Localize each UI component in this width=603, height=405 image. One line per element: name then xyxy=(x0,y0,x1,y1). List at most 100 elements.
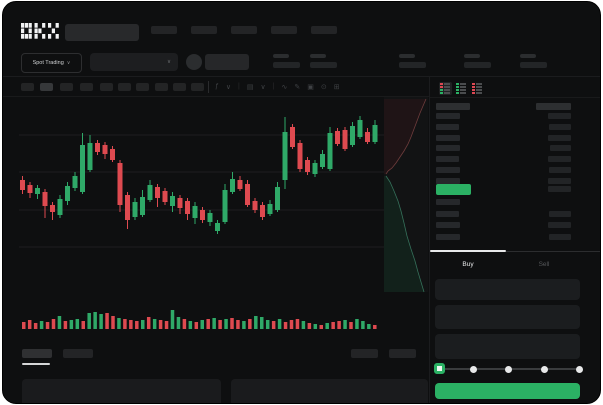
volume-bar xyxy=(182,319,187,329)
volume-bar xyxy=(39,321,44,329)
volume-bar xyxy=(152,319,157,329)
screenshot-icon[interactable]: ▣ xyxy=(307,83,314,91)
candle-body xyxy=(290,127,295,147)
toggle-stripe xyxy=(472,83,483,85)
volume-bar xyxy=(200,320,204,329)
volume-bar xyxy=(27,320,32,329)
indicators-icon[interactable]: ƒ xyxy=(215,83,219,90)
ask-price-placeholder[interactable] xyxy=(436,123,459,130)
ask-amount-placeholder[interactable] xyxy=(548,113,571,119)
slider-step-dot[interactable] xyxy=(505,365,512,373)
candle-body xyxy=(312,163,318,174)
timeframe-button[interactable] xyxy=(191,83,204,91)
volume-bar xyxy=(117,318,121,329)
bid-amount-placeholder[interactable] xyxy=(549,210,571,217)
total-field[interactable] xyxy=(435,334,580,359)
bid-price-placeholder[interactable] xyxy=(436,199,460,205)
candle-body xyxy=(350,126,355,145)
ask-amount-placeholder[interactable] xyxy=(548,134,571,141)
volume-bar xyxy=(295,319,300,329)
timeframe-button[interactable] xyxy=(80,83,93,91)
tab-sell[interactable]: Sell xyxy=(506,254,582,274)
chart-tools: ƒ ∨ | ▤ ∨ | ∿ ✎ ▣ ⊙ ⊞ xyxy=(215,79,340,94)
bid-amount-placeholder[interactable] xyxy=(549,233,571,240)
price-chart[interactable] xyxy=(17,97,429,337)
candle-body xyxy=(267,204,273,214)
book-bids-icon[interactable] xyxy=(455,82,468,95)
nav-item[interactable] xyxy=(151,26,177,34)
bottom-tab-active[interactable] xyxy=(22,349,52,358)
bid-price-placeholder[interactable] xyxy=(436,210,459,217)
volume-bar xyxy=(254,316,258,329)
timeframe-button[interactable] xyxy=(21,83,34,91)
logo-block xyxy=(21,23,25,28)
ask-amount-placeholder[interactable] xyxy=(548,177,571,184)
last-amount-placeholder[interactable] xyxy=(548,186,571,192)
market-type-dropdown[interactable]: Spot Trading ∨ xyxy=(21,53,82,73)
candle-style-icon[interactable]: ▤ xyxy=(246,83,254,91)
bid-price-placeholder[interactable] xyxy=(436,222,460,229)
price-field[interactable] xyxy=(435,279,580,300)
bottom-action[interactable] xyxy=(351,349,378,358)
timeframe-button[interactable] xyxy=(100,83,113,91)
ob-col-header[interactable] xyxy=(536,103,571,110)
volume-bar xyxy=(277,319,282,329)
divider xyxy=(506,251,600,252)
chevron-down-icon: ∨ xyxy=(166,59,171,65)
timeframe-button[interactable] xyxy=(155,83,168,91)
fullscreen-icon[interactable]: ⊞ xyxy=(333,83,340,91)
timeframe-button[interactable] xyxy=(136,83,149,91)
timeframe-button[interactable] xyxy=(40,83,53,91)
toggle-stripe xyxy=(440,83,451,85)
toggle-stripe xyxy=(456,92,467,94)
slider-handle[interactable] xyxy=(434,363,445,374)
pair-dropdown[interactable]: ∨ xyxy=(90,53,178,71)
search-input[interactable] xyxy=(65,24,139,41)
timeframe-button[interactable] xyxy=(173,83,186,91)
slider-step-dot[interactable] xyxy=(575,365,583,373)
slider-step-dot[interactable] xyxy=(470,365,477,373)
candle-body xyxy=(365,132,370,142)
buy-button[interactable] xyxy=(435,383,580,399)
slider-step-dot[interactable] xyxy=(540,365,548,373)
sell-tab-label: Sell xyxy=(538,260,550,268)
ask-price-placeholder[interactable] xyxy=(436,134,460,141)
candle-body xyxy=(192,206,198,218)
ask-price-placeholder[interactable] xyxy=(436,145,460,152)
volume-bar xyxy=(45,322,50,329)
tab-buy[interactable]: Buy xyxy=(430,254,506,274)
candle-body xyxy=(65,186,70,201)
timeframe-button[interactable] xyxy=(60,83,73,91)
depth-asks-area xyxy=(384,99,426,174)
ask-price-placeholder[interactable] xyxy=(436,177,460,184)
draw-tool-icon[interactable]: ✎ xyxy=(294,83,301,91)
nav-item[interactable] xyxy=(191,26,217,34)
book-all-icon[interactable] xyxy=(439,82,452,95)
ask-amount-placeholder[interactable] xyxy=(549,167,571,173)
ask-price-placeholder[interactable] xyxy=(436,167,460,173)
ask-price-placeholder[interactable] xyxy=(436,156,459,163)
line-tool-icon[interactable]: ∿ xyxy=(281,83,288,91)
candle-body xyxy=(42,192,48,206)
nav-item[interactable] xyxy=(311,26,337,34)
logo-block xyxy=(28,23,32,28)
book-asks-icon[interactable] xyxy=(471,82,484,95)
chevron-down-icon[interactable]: ∨ xyxy=(260,83,266,91)
settings-icon[interactable]: ⊙ xyxy=(320,83,327,91)
bottom-tab[interactable] xyxy=(63,349,93,358)
bid-price-placeholder[interactable] xyxy=(436,233,460,240)
ask-amount-placeholder[interactable] xyxy=(548,156,571,163)
amount-field[interactable] xyxy=(435,305,580,329)
candle-body xyxy=(305,160,310,172)
ob-col-header[interactable] xyxy=(436,103,470,110)
ask-amount-placeholder[interactable] xyxy=(549,123,571,130)
bid-amount-placeholder[interactable] xyxy=(548,222,571,229)
nav-item[interactable] xyxy=(271,26,297,34)
ask-amount-placeholder[interactable] xyxy=(550,145,571,152)
nav-item[interactable] xyxy=(231,26,257,34)
bottom-action[interactable] xyxy=(389,349,416,358)
ask-price-placeholder[interactable] xyxy=(436,113,460,119)
timeframe-button[interactable] xyxy=(118,83,131,91)
logo-block xyxy=(34,34,38,39)
chevron-down-icon[interactable]: ∨ xyxy=(225,83,232,91)
